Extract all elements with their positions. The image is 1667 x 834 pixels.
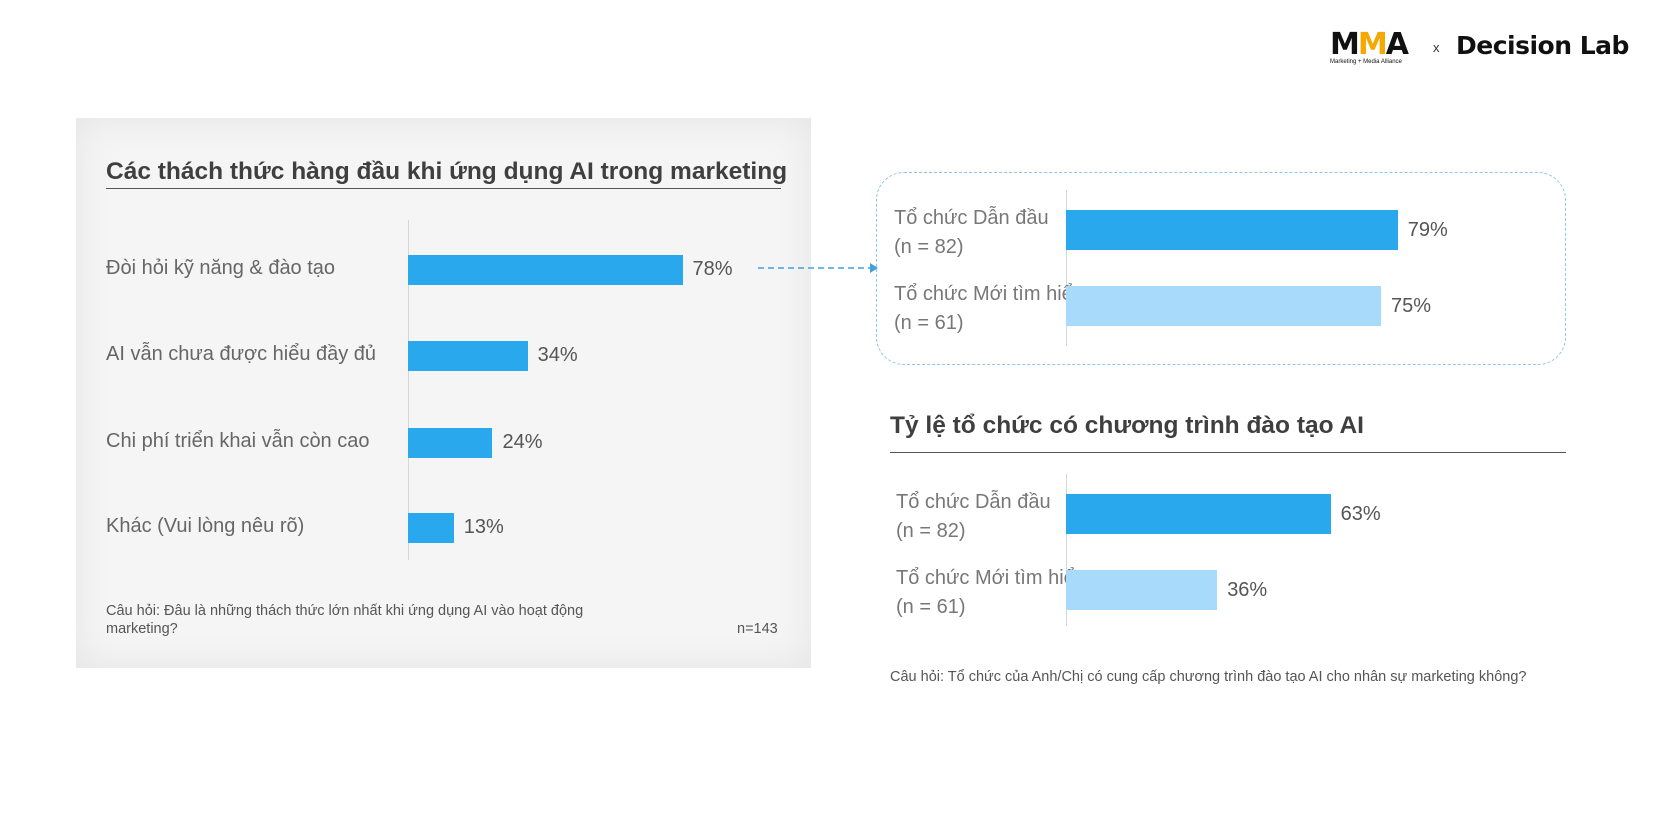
challenges-bar — [408, 428, 493, 458]
training-axis-line — [1066, 474, 1067, 626]
training-value-label: 63% — [1340, 503, 1381, 525]
challenges-chart: Đòi hỏi kỹ năng & đào tạo 78% AI vẫn chưa … — [76, 118, 811, 668]
challenges-value-label: 24% — [502, 431, 543, 453]
training-bar — [1066, 570, 1218, 610]
skills-sample-label: (n = 82) — [894, 236, 964, 258]
skills-sample-label: (n = 61) — [894, 312, 964, 334]
decision-lab-logo: Decision Lab — [1456, 31, 1629, 60]
mma-logo-text: MMA — [1330, 27, 1409, 62]
training-chart: Tổ chức Dẫn đầu (n = 82) 63% Tổ chức Mới tì… — [876, 460, 1566, 630]
skills-value-label: 79% — [1407, 219, 1448, 241]
challenges-question: Câu hỏi: Đâu là những thách thức lớn nhấ… — [106, 603, 584, 637]
challenges-value-label: 13% — [463, 516, 504, 538]
challenges-category-label: Khác (Vui lòng nêu rõ) — [106, 515, 305, 537]
challenges-bar — [408, 513, 454, 543]
skills-axis-line — [1066, 190, 1067, 346]
training-category-label: Tổ chức Dẫn đầu — [896, 491, 1051, 513]
challenges-category-label: Chi phí triển khai vẫn còn cao — [106, 430, 370, 452]
skills-comparison-chart: Tổ chức Dẫn đầu (n = 82) 79% Tổ chức Mới tì… — [876, 172, 1566, 365]
training-question: Câu hỏi: Tổ chức của Anh/Chị có cung cấp… — [890, 669, 1527, 685]
skills-bar — [1066, 210, 1398, 250]
challenges-bar — [408, 255, 683, 285]
connector-arrow — [758, 263, 878, 273]
challenges-category-label: Đòi hỏi kỹ năng & đào tạo — [106, 257, 336, 279]
training-sample-label: (n = 82) — [896, 520, 966, 542]
training-sample-label: (n = 61) — [896, 596, 966, 618]
training-value-label: 36% — [1227, 579, 1268, 601]
challenges-value-label: 78% — [692, 258, 733, 280]
skills-category-label: Tổ chức Mới tìm hiểu — [894, 283, 1084, 305]
challenges-bar — [408, 341, 528, 371]
logo-separator: x — [1433, 40, 1440, 55]
skills-bar — [1066, 286, 1381, 326]
challenges-panel: Các thách thức hàng đầu khi ứng dụng AI … — [76, 118, 811, 668]
training-chart-title: Tỷ lệ tổ chức có chương trình đào tạo AI — [890, 412, 1566, 453]
challenges-sample-size: n=143 — [737, 621, 778, 637]
challenges-value-label: 34% — [537, 344, 578, 366]
skills-category-label: Tổ chức Dẫn đầu — [894, 207, 1049, 229]
challenges-axis-line — [408, 220, 409, 560]
header-logos: MMA Marketing + Media Alliance x Decisio… — [1330, 28, 1640, 68]
skills-value-label: 75% — [1391, 295, 1432, 317]
mma-logo-tagline: Marketing + Media Alliance — [1330, 59, 1402, 65]
challenges-chart-title: Các thách thức hàng đầu khi ứng dụng AI … — [106, 158, 787, 189]
skills-highlight-box — [876, 172, 1566, 365]
mma-logo: MMA Marketing + Media Alliance — [1330, 30, 1420, 66]
challenges-category-label: AI vẫn chưa được hiểu đầy đủ — [106, 343, 377, 365]
training-bar — [1066, 494, 1331, 534]
training-category-label: Tổ chức Mới tìm hiểu — [896, 567, 1086, 589]
